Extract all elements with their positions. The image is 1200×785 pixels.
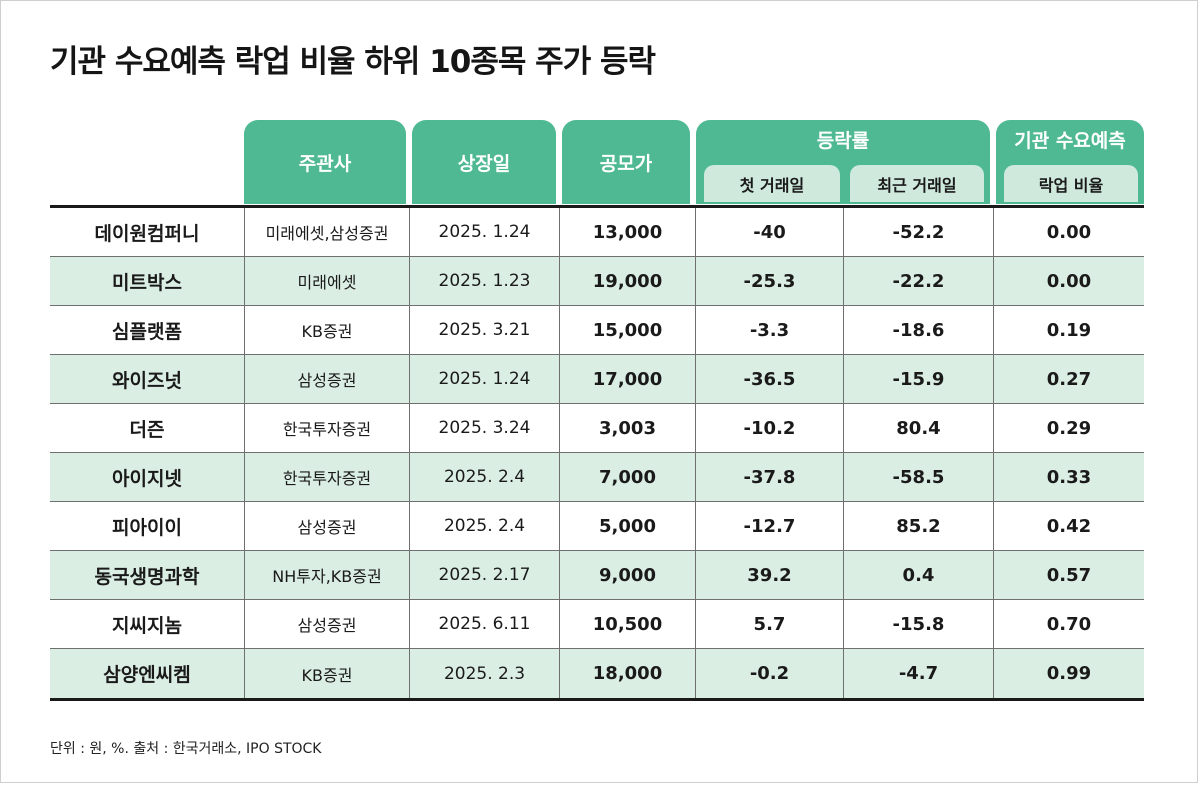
cell-company: 더즌 <box>129 418 165 441</box>
cell-recent-day-change: -58.5 <box>843 453 993 501</box>
cell-underwriter: KB증권 <box>244 649 409 698</box>
cell-offer-price: 15,000 <box>559 306 695 354</box>
cell-recent-day-change: -52.2 <box>843 208 993 256</box>
cell-listing-date: 2025. 1.24 <box>409 355 559 403</box>
header-lockup-ratio: 락업 비율 <box>1004 165 1138 202</box>
cell-company: 동국생명과학 <box>94 565 200 588</box>
cell-offer-price: 5,000 <box>559 502 695 550</box>
table-row: 동국생명과학 NH투자,KB증권 2025. 2.17 9,000 39.2 0… <box>50 551 1144 600</box>
table-row: 지씨지놈 삼성증권 2025. 6.11 10,500 5.7 -15.8 0.… <box>50 600 1144 649</box>
table-row: 삼양엔씨켐 KB증권 2025. 2.3 18,000 -0.2 -4.7 0.… <box>50 649 1144 698</box>
cell-recent-day-change: -18.6 <box>843 306 993 354</box>
cell-lockup-ratio: 0.70 <box>993 600 1144 648</box>
chart-title: 기관 수요예측 락업 비율 하위 10종목 주가 등락 <box>50 44 656 80</box>
cell-recent-day-change: -4.7 <box>843 649 993 698</box>
cell-company: 지씨지놈 <box>112 614 182 637</box>
header-underwriter: 주관사 <box>244 120 406 204</box>
cell-underwriter: 미래에셋,삼성증권 <box>244 208 409 256</box>
cell-recent-day-change: -15.8 <box>843 600 993 648</box>
cell-listing-date: 2025. 2.17 <box>409 551 559 599</box>
cell-lockup-ratio: 0.19 <box>993 306 1144 354</box>
cell-underwriter: 삼성증권 <box>244 355 409 403</box>
cell-first-day-change: -10.2 <box>695 404 843 452</box>
cell-recent-day-change: -22.2 <box>843 257 993 305</box>
cell-underwriter: NH투자,KB증권 <box>244 551 409 599</box>
cell-offer-price: 9,000 <box>559 551 695 599</box>
cell-first-day-change: -12.7 <box>695 502 843 550</box>
cell-company: 데이원컴퍼니 <box>94 222 200 245</box>
cell-first-day-change: -36.5 <box>695 355 843 403</box>
table-row: 피아이이 삼성증권 2025. 2.4 5,000 -12.7 85.2 0.4… <box>50 502 1144 551</box>
cell-underwriter: 한국투자증권 <box>244 404 409 452</box>
cell-first-day-change: -37.8 <box>695 453 843 501</box>
source-footnote: 단위 : 원, %. 출처 : 한국거래소, IPO STOCK <box>50 741 322 757</box>
cell-company: 와이즈넛 <box>112 369 182 392</box>
cell-recent-day-change: 80.4 <box>843 404 993 452</box>
cell-company: 미트박스 <box>112 271 182 294</box>
header-first-day: 첫 거래일 <box>704 165 840 202</box>
cell-lockup-ratio: 0.00 <box>993 208 1144 256</box>
cell-company: 아이지넷 <box>112 467 182 490</box>
table-row: 더즌 한국투자증권 2025. 3.24 3,003 -10.2 80.4 0.… <box>50 404 1144 453</box>
cell-listing-date: 2025. 1.24 <box>409 208 559 256</box>
cell-listing-date: 2025. 2.4 <box>409 453 559 501</box>
cell-first-day-change: -40 <box>695 208 843 256</box>
cell-offer-price: 7,000 <box>559 453 695 501</box>
cell-offer-price: 18,000 <box>559 649 695 698</box>
cell-underwriter: 삼성증권 <box>244 600 409 648</box>
cell-lockup-ratio: 0.42 <box>993 502 1144 550</box>
cell-lockup-ratio: 0.00 <box>993 257 1144 305</box>
cell-first-day-change: 39.2 <box>695 551 843 599</box>
header-recent-day: 최근 거래일 <box>850 165 984 202</box>
data-table: 데이원컴퍼니 미래에셋,삼성증권 2025. 1.24 13,000 -40 -… <box>50 205 1144 701</box>
cell-recent-day-change: 85.2 <box>843 502 993 550</box>
cell-underwriter: 미래에셋 <box>244 257 409 305</box>
cell-first-day-change: -0.2 <box>695 649 843 698</box>
table-row: 아이지넷 한국투자증권 2025. 2.4 7,000 -37.8 -58.5 … <box>50 453 1144 502</box>
cell-company: 삼양엔씨켐 <box>103 664 191 686</box>
cell-underwriter: 삼성증권 <box>244 502 409 550</box>
cell-lockup-ratio: 0.99 <box>993 649 1144 698</box>
cell-listing-date: 2025. 2.4 <box>409 502 559 550</box>
cell-first-day-change: -25.3 <box>695 257 843 305</box>
cell-underwriter: 한국투자증권 <box>244 453 409 501</box>
cell-offer-price: 13,000 <box>559 208 695 256</box>
cell-company: 심플랫폼 <box>112 320 182 343</box>
table-row: 심플랫폼 KB증권 2025. 3.21 15,000 -3.3 -18.6 0… <box>50 306 1144 355</box>
cell-recent-day-change: 0.4 <box>843 551 993 599</box>
table-row: 데이원컴퍼니 미래에셋,삼성증권 2025. 1.24 13,000 -40 -… <box>50 208 1144 257</box>
cell-underwriter: KB증권 <box>244 306 409 354</box>
cell-offer-price: 10,500 <box>559 600 695 648</box>
cell-lockup-ratio: 0.27 <box>993 355 1144 403</box>
cell-offer-price: 3,003 <box>559 404 695 452</box>
table-row: 와이즈넛 삼성증권 2025. 1.24 17,000 -36.5 -15.9 … <box>50 355 1144 404</box>
cell-offer-price: 17,000 <box>559 355 695 403</box>
cell-listing-date: 2025. 1.23 <box>409 257 559 305</box>
cell-first-day-change: 5.7 <box>695 600 843 648</box>
cell-lockup-ratio: 0.57 <box>993 551 1144 599</box>
cell-listing-date: 2025. 2.3 <box>409 649 559 698</box>
header-change-label: 등락률 <box>816 130 870 152</box>
header-listing-date: 상장일 <box>412 120 556 204</box>
cell-offer-price: 19,000 <box>559 257 695 305</box>
cell-lockup-ratio: 0.29 <box>993 404 1144 452</box>
cell-listing-date: 2025. 3.24 <box>409 404 559 452</box>
cell-recent-day-change: -15.9 <box>843 355 993 403</box>
cell-first-day-change: -3.3 <box>695 306 843 354</box>
cell-listing-date: 2025. 6.11 <box>409 600 559 648</box>
cell-lockup-ratio: 0.33 <box>993 453 1144 501</box>
header-lockup-label: 기관 수요예측 <box>1014 130 1126 152</box>
cell-listing-date: 2025. 3.21 <box>409 306 559 354</box>
cell-company: 피아이이 <box>112 516 182 539</box>
table-row: 미트박스 미래에셋 2025. 1.23 19,000 -25.3 -22.2 … <box>50 257 1144 306</box>
header-offer-price: 공모가 <box>562 120 690 204</box>
